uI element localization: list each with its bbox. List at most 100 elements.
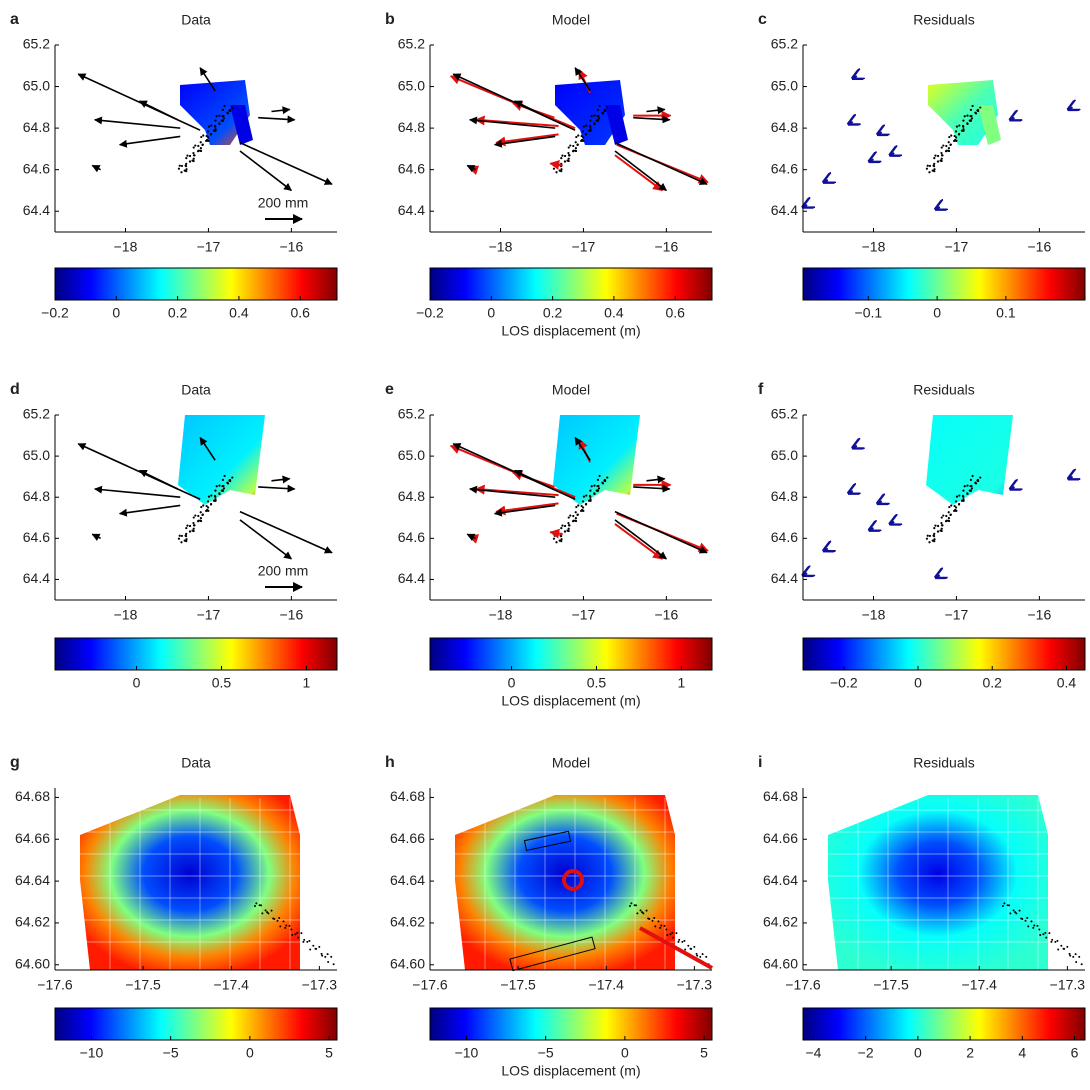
seismicity-dot — [968, 489, 971, 492]
colorbar-tick-label: −5 — [538, 1045, 554, 1061]
seismicity-dot — [695, 952, 698, 955]
seismicity-dot — [567, 151, 570, 155]
x-tick-label: −17.4 — [214, 977, 250, 993]
seismicity-dot — [199, 519, 202, 522]
displacement-vector — [869, 528, 873, 530]
seismicity-dot — [705, 955, 708, 958]
seismicity-dot — [954, 509, 957, 512]
seismicity-dot — [212, 499, 216, 502]
x-tick-label: −18 — [489, 239, 513, 255]
seismicity-dot — [192, 516, 195, 519]
displacement-vector — [94, 116, 181, 129]
seismicity-dot — [312, 944, 315, 947]
seismicity-dot — [645, 909, 648, 912]
displacement-vector — [890, 522, 894, 524]
y-tick-label: 64.8 — [398, 488, 425, 504]
seismicity-dot — [953, 134, 956, 138]
seismicity-dot — [212, 129, 216, 132]
x-tick-label: −17.5 — [500, 977, 536, 993]
displacement-vector — [614, 154, 664, 192]
seismicity-dot — [560, 538, 563, 541]
seismicity-dot — [669, 933, 672, 936]
colorbar — [429, 637, 713, 671]
seismicity-dot — [264, 909, 267, 912]
insar-patch — [80, 795, 300, 970]
displacement-vector — [1010, 118, 1014, 120]
seismicity-dot — [934, 524, 937, 527]
seismicity-dot — [1054, 940, 1057, 943]
y-tick-label: 65.2 — [23, 36, 50, 52]
seismicity-dot — [214, 128, 217, 131]
seismicity-dot — [597, 117, 601, 120]
colorbar-tick-label: 5 — [325, 1045, 333, 1061]
seismicity-dot — [326, 953, 329, 956]
seismicity-dot — [687, 944, 690, 947]
seismicity-dot — [974, 481, 977, 484]
seismicity-dot — [593, 122, 596, 125]
seismicity-dot — [581, 500, 585, 503]
seismicity-dot — [582, 125, 586, 128]
seismicity-dot — [572, 514, 575, 518]
colorbar-tick-label: 0 — [508, 675, 516, 691]
displacement-vector — [495, 502, 559, 516]
seismicity-dot — [563, 524, 567, 528]
colorbar-tick-label: 0.6 — [290, 305, 310, 321]
seismicity-dot — [651, 919, 654, 922]
seismicity-dot — [231, 476, 234, 479]
colorbar-tick-label: −0.2 — [41, 305, 69, 321]
seismicity-dot — [571, 520, 575, 523]
seismicity-dot — [942, 144, 945, 147]
seismicity-dot — [320, 952, 323, 955]
y-tick-label: 65.0 — [398, 447, 425, 463]
x-tick-label: −17.3 — [302, 977, 338, 993]
seismicity-dot — [276, 919, 279, 922]
insar-patch — [230, 105, 253, 145]
seismicity-dot — [1030, 920, 1033, 923]
y-tick-label: 64.64 — [763, 872, 798, 888]
seismicity-dot — [207, 506, 210, 509]
seismicity-dot — [926, 534, 929, 537]
seismicity-dot — [199, 517, 203, 520]
colorbar-tick-label: −4 — [805, 1045, 821, 1061]
seismicity-dot — [309, 948, 312, 951]
y-tick-label: 65.0 — [771, 447, 798, 463]
seismicity-dot — [185, 168, 188, 171]
seismicity-dot — [596, 108, 600, 112]
seismicity-dot — [226, 111, 229, 114]
panel-title: Data — [181, 12, 211, 28]
seismicity-dot — [947, 147, 951, 150]
seismicity-dot — [936, 530, 940, 533]
y-tick-label: 65.0 — [23, 447, 50, 463]
seismicity-dot — [979, 476, 982, 479]
seismicity-dot — [966, 122, 969, 125]
seismicity-dot — [1009, 912, 1012, 915]
seismicity-dot — [279, 925, 282, 928]
seismicity-dot — [199, 147, 203, 150]
seismicity-dot — [596, 114, 599, 118]
seismicity-dot — [958, 124, 961, 127]
seismicity-dot — [192, 157, 195, 160]
y-tick-label: 65.0 — [771, 77, 798, 93]
seismicity-dot — [585, 124, 588, 127]
seismicity-dot — [202, 134, 205, 137]
colorbar-tick-label: 2 — [966, 1045, 974, 1061]
y-tick-label: 64.8 — [23, 488, 50, 504]
panel-title: Data — [181, 755, 211, 771]
seismicity-dot — [581, 130, 585, 133]
seismicity-dot — [589, 125, 592, 128]
displacement-vector — [853, 446, 857, 448]
x-tick-label: −16 — [1028, 607, 1052, 623]
panel-title: Model — [552, 12, 590, 28]
seismicity-dot — [947, 519, 950, 522]
seismicity-dot — [577, 504, 580, 507]
seismicity-dot — [1006, 904, 1009, 907]
seismicity-dot — [221, 108, 225, 112]
seismicity-dot — [582, 495, 586, 498]
seismicity-dot — [191, 159, 194, 162]
seismicity-dot — [226, 481, 229, 484]
seismicity-dot — [1033, 924, 1036, 927]
displacement-vector — [138, 100, 179, 121]
panel-letter: b — [385, 11, 395, 28]
seismicity-dot — [569, 144, 572, 147]
seismicity-dot — [180, 541, 183, 544]
